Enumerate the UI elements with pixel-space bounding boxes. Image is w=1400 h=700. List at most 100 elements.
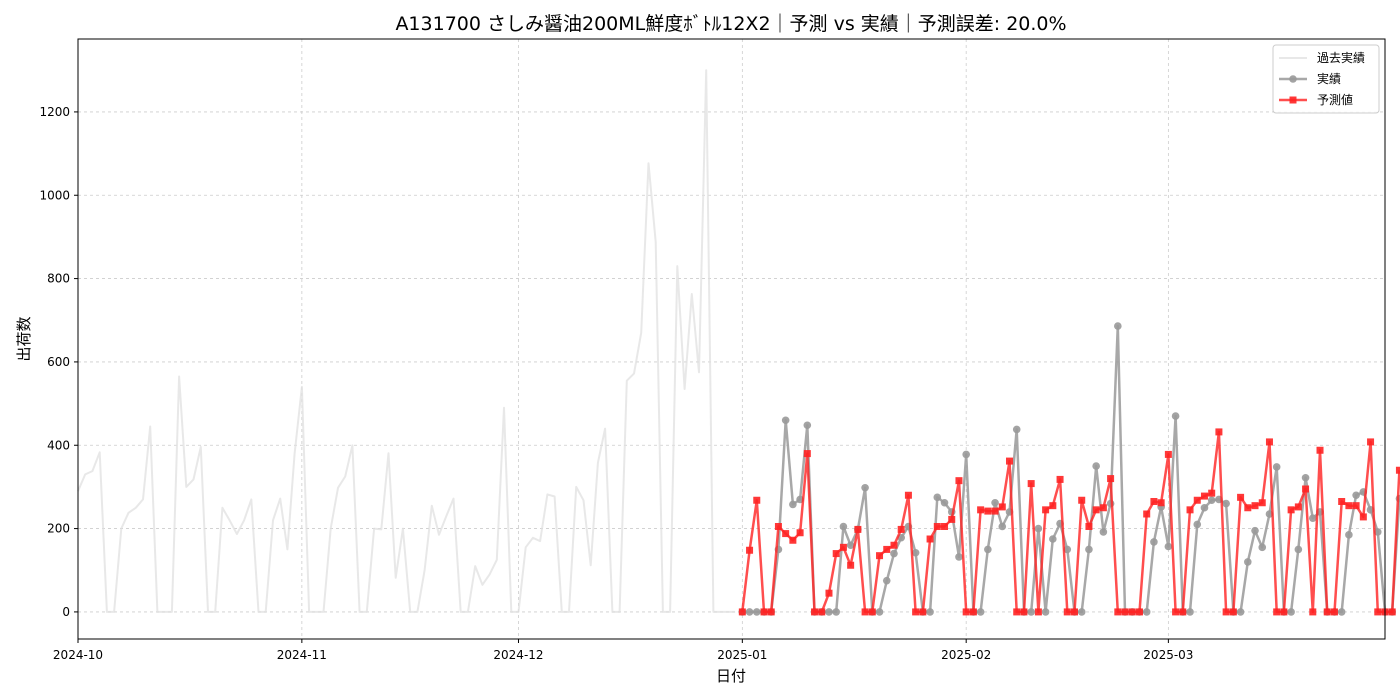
forecast-point xyxy=(1006,457,1014,465)
actual-point xyxy=(1207,496,1216,505)
forecast-point xyxy=(1092,506,1100,514)
forecast-point xyxy=(753,496,761,504)
forecast-point xyxy=(1042,506,1050,514)
forecast-point xyxy=(948,515,956,523)
actual-point xyxy=(745,608,754,616)
y-tick-label: 400 xyxy=(47,438,70,452)
grid-lines xyxy=(77,39,1385,639)
plot-frame xyxy=(77,38,1386,640)
actual-point xyxy=(789,500,797,509)
actual-point xyxy=(1164,542,1173,551)
forecast-point xyxy=(876,552,884,560)
forecast-point xyxy=(1114,608,1122,616)
forecast-point xyxy=(767,608,775,616)
y-axis-label: 出荷数 xyxy=(15,316,33,361)
forecast-point xyxy=(1027,480,1035,488)
forecast-point xyxy=(1193,496,1201,504)
forecast-point xyxy=(854,525,862,533)
forecast-point xyxy=(1287,506,1295,514)
forecast-point xyxy=(782,530,790,538)
forecast-point xyxy=(1121,608,1129,616)
forecast-point xyxy=(803,450,811,458)
actual-point xyxy=(1193,520,1202,529)
forecast-point xyxy=(955,477,963,485)
actual-point xyxy=(1345,531,1353,539)
chart-title: A131700 さしみ醤油200ML鮮度ﾎﾞﾄﾙ12X2｜予測 vs 実績｜予測… xyxy=(395,13,1066,35)
x-tick-label: 2025-03 xyxy=(1143,648,1193,662)
legend-item-forecast: 予測値 xyxy=(1279,92,1353,107)
actual-point xyxy=(882,576,891,585)
actual-point xyxy=(861,483,869,492)
forecast-point xyxy=(1179,608,1187,616)
past-actual-line xyxy=(77,69,736,613)
legend-label: 実績 xyxy=(1317,71,1341,86)
forecast-point xyxy=(1208,489,1216,497)
actual-point xyxy=(1034,524,1043,533)
forecast-point xyxy=(883,545,891,553)
forecast-point xyxy=(1229,608,1237,616)
actual-point xyxy=(846,541,855,550)
forecast-point xyxy=(1063,608,1071,616)
forecast-point xyxy=(1237,493,1245,501)
actual-point xyxy=(991,498,999,507)
forecast-point xyxy=(969,608,977,616)
forecast-point xyxy=(1251,502,1259,510)
actual-point xyxy=(1251,526,1259,535)
forecast-point xyxy=(1395,466,1400,474)
actual-point xyxy=(1236,608,1245,616)
actual-point xyxy=(955,553,963,561)
actual-point xyxy=(1337,608,1346,616)
legend-item-actual: 実績 xyxy=(1279,71,1341,86)
forecast-point xyxy=(933,523,941,530)
actual-point xyxy=(976,608,985,616)
forecast-point xyxy=(1107,475,1115,483)
forecast-point xyxy=(962,608,970,616)
forecast-point xyxy=(1200,492,1208,500)
forecast-line xyxy=(741,430,1400,614)
forecast-point xyxy=(1085,523,1093,530)
forecast-point xyxy=(789,536,797,544)
legend-swatch-marker xyxy=(1289,75,1297,83)
forecast-point xyxy=(1128,608,1136,616)
actual-point xyxy=(1373,528,1382,536)
actual-line xyxy=(742,324,1400,614)
actual-point xyxy=(1200,503,1209,512)
forecast-point xyxy=(1374,608,1382,616)
forecast-point xyxy=(998,503,1006,511)
actual-point xyxy=(1063,545,1072,554)
actual-point xyxy=(1041,608,1050,616)
forecast-point xyxy=(1150,498,1158,505)
actual-point xyxy=(1077,608,1086,616)
y-tick-label: 1200 xyxy=(39,105,70,119)
x-tick-label: 2025-01 xyxy=(717,648,767,662)
actual-point xyxy=(781,416,790,425)
forecast-point xyxy=(811,608,819,616)
forecast-point xyxy=(890,541,898,549)
forecast-point xyxy=(847,561,855,569)
forecast-point xyxy=(1143,510,1151,518)
forecast-point xyxy=(1345,502,1353,510)
actual-series xyxy=(738,322,1400,616)
forecast-point xyxy=(818,608,826,616)
forecast-point xyxy=(1244,504,1252,512)
y-tick-label: 200 xyxy=(47,522,70,536)
forecast-point xyxy=(1215,428,1223,436)
actual-point xyxy=(926,608,934,616)
actual-point xyxy=(875,608,884,616)
forecast-point xyxy=(1020,608,1028,616)
actual-point xyxy=(962,450,970,459)
forecast-point xyxy=(1316,446,1324,454)
legend-label: 予測値 xyxy=(1317,92,1353,107)
forecast-series xyxy=(738,428,1400,616)
forecast-point xyxy=(1222,608,1230,616)
forecast-point xyxy=(1135,608,1143,616)
forecast-point xyxy=(904,491,912,499)
forecast-point xyxy=(1323,608,1331,616)
forecast-point xyxy=(1157,499,1165,507)
forecast-point xyxy=(861,608,869,616)
forecast-point xyxy=(1049,502,1057,510)
forecast-point xyxy=(1302,485,1310,493)
forecast-point xyxy=(1013,608,1021,616)
